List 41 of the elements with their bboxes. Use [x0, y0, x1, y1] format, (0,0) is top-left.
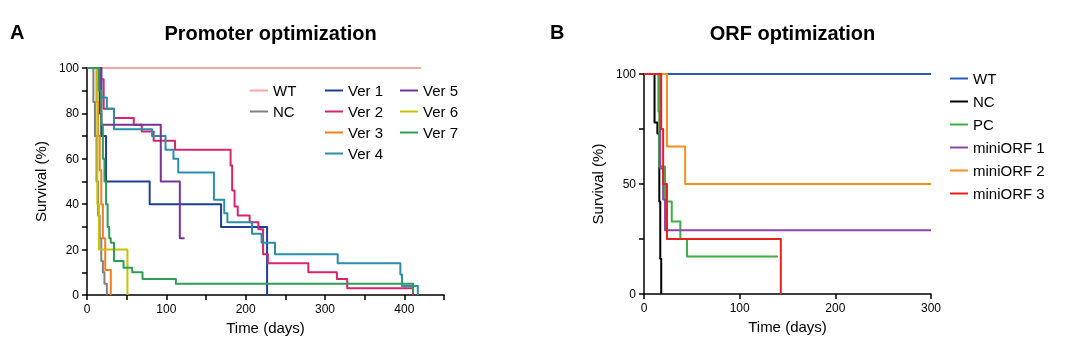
- y-axis-title: Survival (%): [32, 141, 50, 222]
- legend-label: NC: [273, 103, 295, 120]
- x-tick-label: 100: [156, 302, 177, 316]
- x-tick-label: 300: [920, 301, 942, 315]
- legend-label: WT: [273, 82, 297, 99]
- legend-label: WT: [973, 70, 997, 87]
- y-tick-label: 80: [65, 106, 80, 121]
- text: A: [10, 21, 25, 43]
- y-tick-label: 0: [629, 287, 637, 301]
- y-axis-title: Survival (%): [589, 143, 607, 225]
- text: B: [550, 21, 565, 43]
- x-tick-label: 0: [640, 301, 648, 315]
- legend-label: PC: [973, 116, 994, 133]
- legend-label: Ver 6: [423, 103, 459, 120]
- x-tick-label: 300: [314, 302, 336, 316]
- y-tick-label: 40: [65, 197, 80, 212]
- chart-title: Promoter optimization: [164, 22, 377, 44]
- legend-label: Ver 5: [423, 82, 459, 99]
- legend-label: Ver 4: [348, 145, 384, 162]
- y-tick-label: 100: [615, 67, 637, 81]
- y-tick-label: 0: [72, 288, 80, 302]
- legend-label: Ver 2: [348, 103, 384, 120]
- x-axis-title: Time (days): [748, 317, 827, 335]
- x-tick-label: 100: [729, 301, 750, 315]
- y-tick-label: 100: [58, 61, 80, 75]
- legend-label: Ver 3: [348, 124, 384, 141]
- x-axis-title: Time (days): [226, 318, 305, 336]
- x-tick-label: 400: [394, 302, 415, 316]
- x-tick-label: 200: [825, 301, 846, 315]
- legend-label: NC: [973, 93, 995, 110]
- y-tick-label: 20: [65, 242, 80, 257]
- legend-label: Ver 1: [348, 82, 384, 99]
- x-tick-label: 200: [235, 302, 256, 316]
- chart-title: ORF optimization: [709, 22, 876, 44]
- x-tick-label: 0: [83, 302, 91, 316]
- y-tick-label: 60: [65, 151, 80, 166]
- legend-label: miniORF 3: [973, 185, 1045, 202]
- y-tick-label: 50: [622, 177, 637, 191]
- legend-label: miniORF 2: [973, 162, 1045, 179]
- legend-label: Ver 7: [423, 124, 459, 141]
- legend-label: miniORF 1: [973, 139, 1045, 156]
